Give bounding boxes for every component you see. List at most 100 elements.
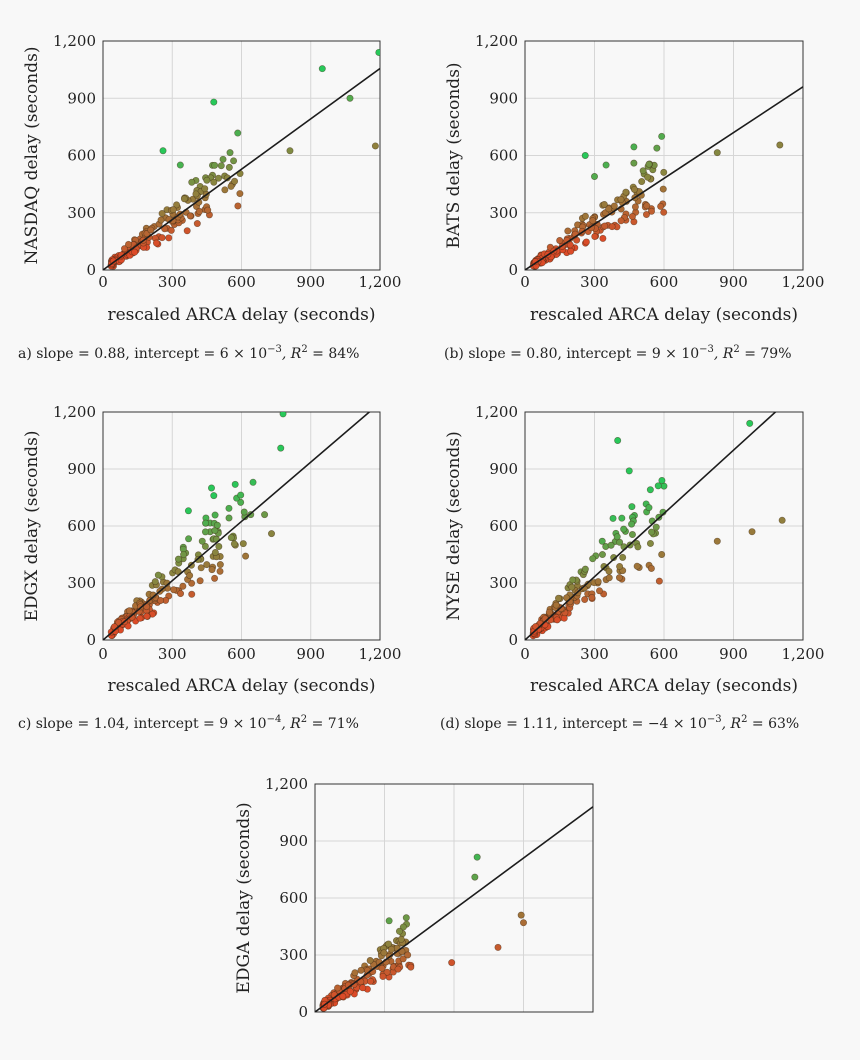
- y-tick-label: 600: [67, 517, 96, 535]
- scatter-point: [234, 129, 242, 137]
- scatter-point: [236, 190, 244, 198]
- scatter-point: [594, 578, 602, 586]
- scatter-point: [237, 498, 245, 506]
- scatter-point: [188, 178, 196, 186]
- scatter-point: [210, 178, 218, 186]
- x-tick-label: 0: [520, 273, 530, 291]
- panel-a: 0 300 600 900 1,200 0 300 600 900 1,200 NASDAQ del…: [18, 32, 401, 362]
- x-tick-label: 600: [650, 645, 679, 663]
- scatter-point: [397, 935, 405, 943]
- scatter-point: [177, 590, 185, 598]
- x-tick-label: 1,200: [782, 645, 825, 663]
- scatter-point: [227, 534, 235, 542]
- scatter-point: [617, 217, 625, 225]
- x-tick-label: 900: [296, 273, 325, 291]
- scatter-point: [746, 419, 754, 427]
- y-tick-label: 600: [489, 147, 518, 165]
- x-tick-label: 300: [580, 645, 609, 663]
- scatter-point: [655, 577, 663, 585]
- scatter-point: [713, 537, 721, 545]
- scatter-point: [210, 98, 218, 106]
- x-tick-label: 0: [98, 645, 108, 663]
- scatter-point: [778, 516, 786, 524]
- scatter-point: [179, 582, 187, 590]
- scatter-point: [582, 238, 590, 246]
- scatter-point: [147, 226, 155, 234]
- regression-line: [103, 412, 371, 640]
- scatter-point: [159, 147, 167, 155]
- scatter-points: [529, 419, 786, 640]
- scatter-point: [346, 94, 354, 102]
- scatter-point: [620, 525, 628, 533]
- scatter-point: [366, 957, 374, 965]
- plot-frame: [314, 783, 594, 1013]
- scatter-point: [652, 523, 660, 531]
- scatter-point: [211, 574, 219, 582]
- scatter-point: [230, 157, 238, 165]
- scatter-point: [556, 236, 564, 244]
- plot-frame: [102, 411, 381, 641]
- scatter-point: [609, 514, 617, 522]
- scatter-point: [647, 564, 655, 572]
- y-axis-label: EDGX delay (seconds): [22, 430, 42, 621]
- y-tick-label: 0: [508, 261, 518, 279]
- scatter-point: [402, 914, 410, 922]
- scatter-point: [598, 551, 606, 559]
- scatter-point: [657, 202, 665, 210]
- scatter-point: [143, 612, 151, 620]
- scatter-point: [618, 514, 626, 522]
- scatter-point: [634, 543, 642, 551]
- scatter-point: [638, 178, 646, 186]
- scatter-point: [628, 520, 636, 528]
- scatter-point: [589, 217, 597, 225]
- scatter-point: [318, 65, 326, 73]
- scatter-point: [648, 207, 656, 215]
- y-tick-label: 300: [67, 204, 96, 222]
- x-tick-label: 900: [719, 645, 748, 663]
- x-tick-label: 0: [520, 645, 530, 663]
- scatter-point: [196, 577, 204, 585]
- scatter-point: [249, 478, 257, 486]
- scatter-points: [107, 412, 287, 640]
- scatter-point: [448, 959, 456, 967]
- scatter-point: [216, 567, 224, 575]
- y-tick-label: 1,200: [53, 403, 96, 421]
- plot-frame: [102, 40, 381, 271]
- scatter-point: [184, 507, 192, 515]
- scatter-point: [628, 503, 636, 511]
- scatter-point: [154, 571, 162, 579]
- scatter-point: [628, 531, 636, 539]
- scatter-point: [277, 444, 285, 452]
- scatter-point: [617, 196, 625, 204]
- scatter-point: [131, 248, 139, 256]
- scatter-point: [239, 540, 247, 548]
- x-axis-label: rescaled ARCA delay (seconds): [108, 305, 376, 325]
- scatter-point: [183, 227, 191, 235]
- scatter-point: [121, 245, 129, 253]
- scatter-point: [221, 186, 229, 194]
- scatter-point: [557, 605, 565, 613]
- scatter-point: [610, 202, 618, 210]
- scatter-point: [334, 984, 342, 992]
- scatter-point: [231, 177, 239, 185]
- scatter-point: [631, 203, 639, 211]
- scatter-point: [198, 537, 206, 545]
- scatter-point: [625, 467, 633, 475]
- scatter-point: [174, 555, 182, 563]
- scatter-point: [590, 172, 598, 180]
- scatter-point: [173, 201, 181, 209]
- scatter-point: [346, 987, 354, 995]
- scatter-point: [619, 553, 627, 561]
- x-tick-label: 900: [719, 273, 748, 291]
- scatter-point: [379, 972, 387, 980]
- scatter-point: [602, 161, 610, 169]
- scatter-point: [169, 206, 177, 214]
- scatter-point: [645, 160, 653, 168]
- scatter-point: [216, 561, 224, 569]
- scatter-point: [204, 206, 212, 214]
- panel-caption: a) slope = 0.88, intercept = 6 × 10−3, R…: [18, 344, 359, 362]
- panel-d: 0 300 600 900 1,200 0 300 600 900 1,200 NYSE delay…: [440, 403, 825, 732]
- scatter-point: [201, 528, 209, 536]
- scatter-point: [658, 550, 666, 558]
- scatter-point: [399, 923, 407, 931]
